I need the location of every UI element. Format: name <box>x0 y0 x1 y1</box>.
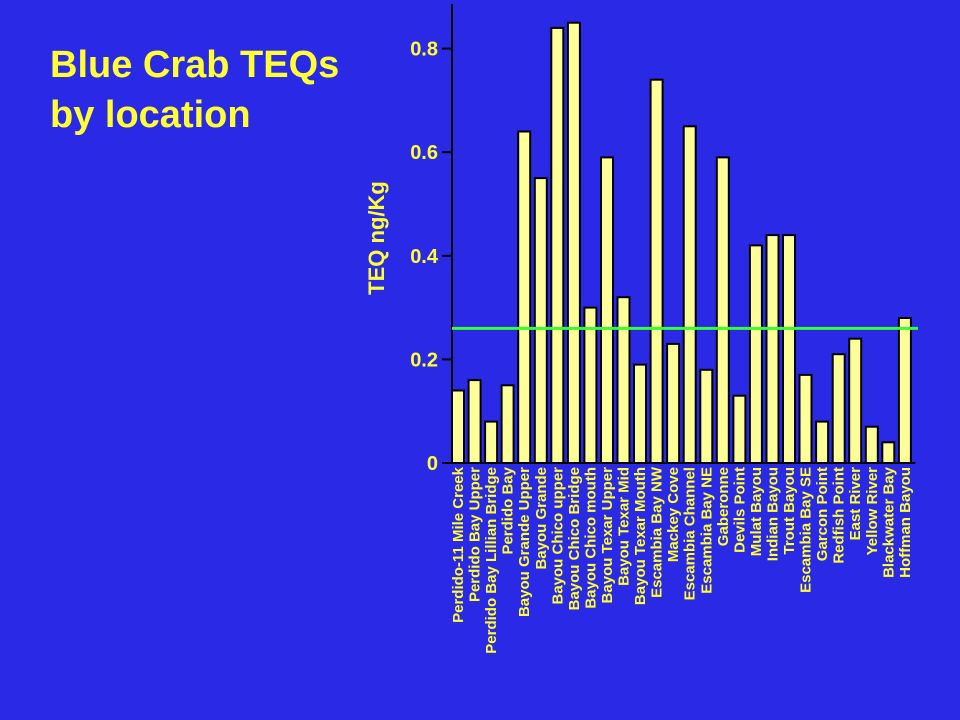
bar-25 <box>864 425 879 465</box>
bar-6 <box>550 26 565 465</box>
x-tick-label-26: Blackwater Bay <box>880 466 897 578</box>
bar-3 <box>500 384 515 464</box>
bar-14 <box>682 125 697 465</box>
x-tick-label-7: Bayou Chico Bridge <box>566 467 583 610</box>
bar-23 <box>831 353 846 465</box>
x-tick-label-0: Perdido-11 Mile Creek <box>450 466 467 623</box>
bar-8 <box>583 306 598 464</box>
y-axis: 0 0.2 0.4 0.6 0.8 <box>410 4 916 475</box>
bar-24 <box>848 337 863 465</box>
bar-26 <box>881 441 896 464</box>
chart-title-line-2: by location <box>50 94 251 136</box>
x-tick-label-17: Devils Point <box>731 467 748 553</box>
x-tick-label-14: Escambia Channel <box>682 467 699 600</box>
bar-15 <box>699 368 714 464</box>
chart-title: Blue Crab TEQs by location <box>50 40 339 140</box>
bar-17 <box>732 394 747 465</box>
bar-9 <box>600 156 614 464</box>
x-tick-label-5: Bayou Grande <box>533 467 550 570</box>
x-tick-label-13: Mackey Cove <box>665 467 682 562</box>
bar-0 <box>451 389 465 464</box>
bar-11 <box>633 363 647 465</box>
x-tick-label-8: Bayou Chico mouth <box>582 467 599 609</box>
chart-title-line-1: Blue Crab TEQs <box>50 44 340 86</box>
bar-16 <box>715 156 730 464</box>
y-axis-title: TEQ ng/Kg <box>364 181 389 295</box>
x-tick-label-22: Garcon Point <box>814 467 831 561</box>
x-tick-label-20: Trout Bayou <box>781 467 798 555</box>
x-tick-label-10: Bayou Texar Mid <box>616 467 633 586</box>
x-tick-label-12: Escambia Bay NW <box>649 466 666 598</box>
bar-4 <box>517 130 532 464</box>
x-tick-label-19: Indian Bayou <box>765 467 782 561</box>
bar-7 <box>566 21 581 464</box>
x-tick-label-23: Redfish Point <box>831 467 848 564</box>
bar-19 <box>765 234 780 464</box>
bar-12 <box>649 78 664 464</box>
x-axis-labels: Perdido-11 Mile Creek Perdido Bay Upper Pe… <box>450 466 914 654</box>
x-tick-label-27: Hoffman Bayou <box>897 467 914 578</box>
bar-5 <box>533 177 548 464</box>
bar-18 <box>748 244 763 464</box>
bar-22 <box>815 420 830 465</box>
x-tick-label-4: Bayou Grande Upper <box>516 467 533 617</box>
y-tick-label-0: 0 <box>427 453 438 475</box>
x-tick-label-15: Escambia Bay NE <box>698 467 715 594</box>
x-tick-label-1: Perdido Bay Upper <box>467 467 484 602</box>
bars-group <box>451 21 912 465</box>
bar-1 <box>467 379 482 465</box>
x-tick-label-3: Perdido Bay <box>500 466 517 554</box>
y-tick-label-2: 0.4 <box>410 246 439 268</box>
x-tick-label-9: Bayou Texar Upper <box>599 467 616 604</box>
y-tick-label-3: 0.6 <box>410 142 438 164</box>
x-tick-label-18: Mulat Bayou <box>748 467 765 556</box>
x-tick-label-16: Gaberonne <box>715 467 732 546</box>
x-tick-label-21: Escambia Bay SE <box>798 467 815 593</box>
x-tick-label-25: Yellow River <box>864 467 881 556</box>
x-tick-label-24: East River <box>847 467 864 541</box>
y-tick-label-1: 0.2 <box>410 349 438 371</box>
bar-2 <box>484 420 499 465</box>
bar-21 <box>798 373 813 464</box>
bar-13 <box>666 342 681 464</box>
bar-20 <box>782 234 796 464</box>
x-tick-label-6: Bayou Chico upper <box>549 467 566 605</box>
x-tick-label-11: Bayou Texar Mouth <box>632 467 649 605</box>
bar-27 <box>897 317 912 464</box>
bar-10 <box>616 296 631 465</box>
x-tick-label-2: Perdido Bay Lillian Bridge <box>483 467 500 654</box>
y-tick-label-4: 0.8 <box>410 39 438 61</box>
